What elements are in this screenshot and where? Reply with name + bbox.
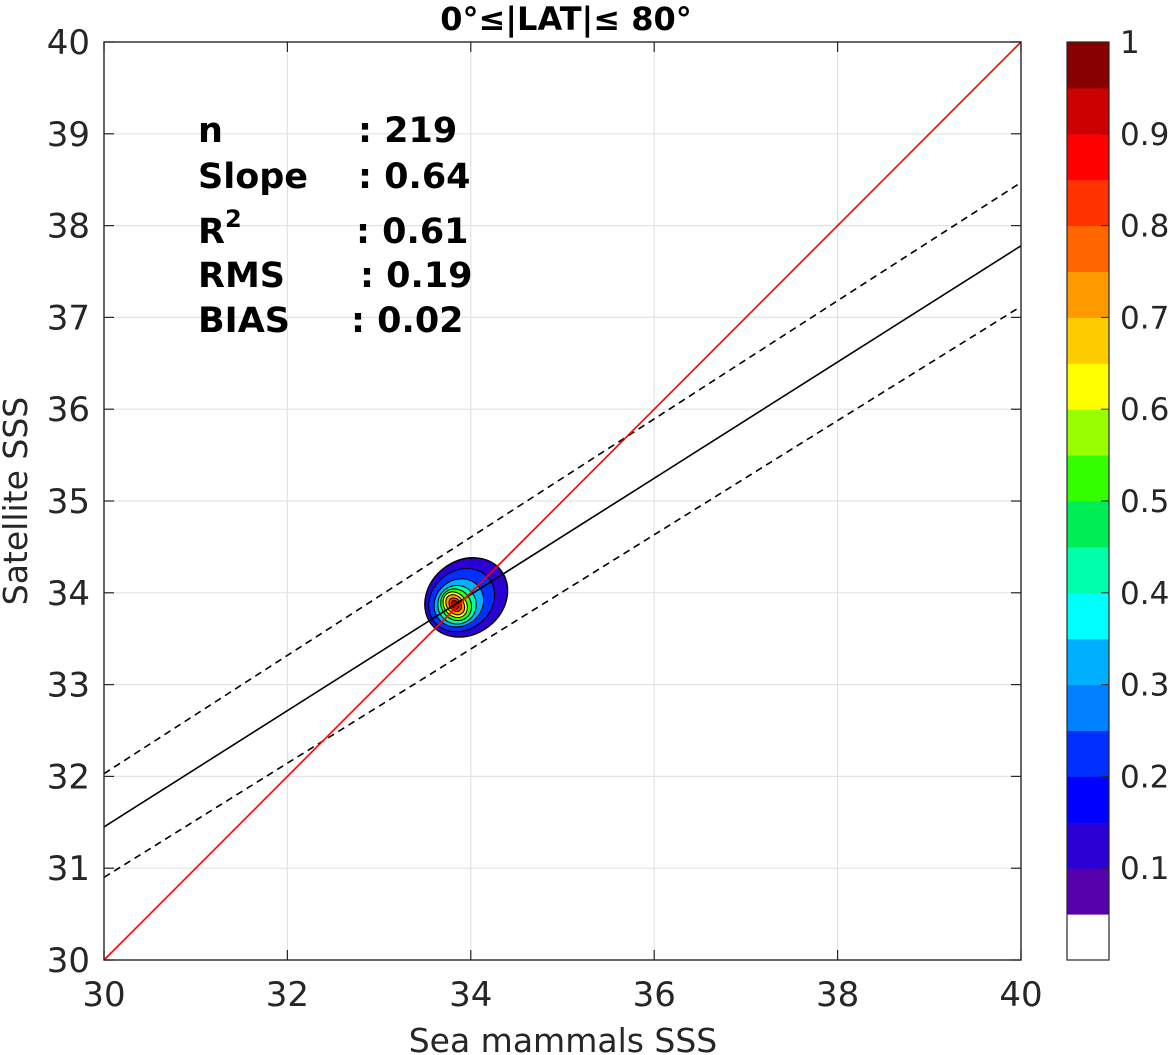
colorbar-segment (1067, 868, 1109, 915)
x-axis-ticks: 30 32 34 36 38 40 (82, 42, 1043, 1015)
colorbar-tick-label: 0.6 (1120, 392, 1169, 428)
stat-value: : 0.19 (360, 256, 473, 296)
y-tick-label: 32 (47, 757, 90, 797)
colorbar-tick-label: 0.3 (1120, 668, 1169, 704)
colorbar-tick-label: 1 (1120, 25, 1140, 61)
colorbar-segment (1067, 914, 1109, 961)
y-tick-label: 37 (47, 298, 90, 338)
stat-superscript: 2 (225, 205, 242, 233)
chart-title: 0°≤|LAT|≤ 80° (440, 0, 691, 39)
colorbar-tick-label: 0.2 (1120, 759, 1169, 795)
stat-name: n (198, 111, 223, 151)
stat-value: : 0.64 (358, 157, 471, 197)
stat-value: : 0.61 (356, 212, 469, 252)
colorbar-segment (1067, 684, 1109, 731)
colorbar-segment (1067, 225, 1109, 272)
colorbar-segment (1067, 730, 1109, 777)
y-tick-label: 38 (47, 207, 90, 247)
stat-name: Slope (198, 157, 308, 197)
colorbar-segment (1067, 546, 1109, 594)
colorbar-segment (1067, 455, 1109, 502)
colorbar-segment (1067, 317, 1109, 364)
regression-line (103, 245, 1022, 828)
identity-line (103, 41, 1022, 961)
colorbar-segment (1067, 822, 1109, 869)
y-tick-label: 36 (47, 390, 90, 430)
x-tick-label: 36 (633, 975, 676, 1015)
stat-name: R2 (198, 205, 242, 252)
x-tick-label: 30 (82, 975, 125, 1015)
colorbar-tick-label: 0.8 (1120, 209, 1169, 245)
grid (104, 42, 1021, 960)
colorbar-segment (1067, 363, 1109, 410)
colorbar-segment (1067, 87, 1109, 135)
colorbar-segment (1067, 592, 1109, 640)
x-axis-label: Sea mammals SSS (409, 1021, 718, 1055)
stats-box: n : 219 Slope : 0.64 R2 : 0.61 RMS : 0.19 BIAS : … (198, 111, 473, 341)
fit-lines (103, 41, 1022, 961)
colorbar-tick-label: 0.1 (1120, 851, 1169, 887)
colorbar-segment (1067, 638, 1109, 686)
colorbar-segment (1067, 271, 1109, 318)
colorbar-tick-label: 0.7 (1120, 300, 1169, 336)
x-tick-label: 32 (266, 975, 309, 1015)
y-tick-label: 33 (47, 666, 90, 706)
y-tick-label: 31 (47, 849, 90, 889)
stat-name: RMS (198, 256, 285, 296)
colorbar-segment (1067, 776, 1109, 823)
colorbar-segment (1067, 409, 1109, 456)
colorbar-segment (1067, 42, 1109, 89)
y-tick-label: 35 (47, 482, 90, 522)
stat-name: BIAS (198, 301, 290, 341)
colorbar-tick-label: 0.5 (1120, 484, 1169, 520)
y-tick-label: 30 (47, 941, 90, 981)
y-tick-label: 39 (47, 115, 90, 155)
colorbar-segment (1067, 133, 1109, 181)
colorbar-segment (1067, 179, 1109, 227)
colorbar-tick-label: 0.4 (1120, 576, 1169, 612)
x-tick-label: 38 (816, 975, 859, 1015)
stat-value: : 219 (358, 111, 457, 151)
x-tick-label: 40 (999, 975, 1042, 1015)
stat-value: : 0.02 (351, 301, 464, 341)
colorbar-tick-label: 0.9 (1120, 117, 1169, 153)
y-axis-label: Satellite SSS (0, 397, 35, 606)
y-tick-label: 40 (47, 23, 90, 63)
colorbar: 0.1 0.2 0.3 0.4 0.5 0.6 0.7 0.8 0.9 1 (1066, 25, 1169, 961)
upper-bound-line (103, 181, 1022, 775)
y-tick-label: 34 (47, 574, 90, 614)
colorbar-segment (1067, 501, 1109, 548)
x-tick-label: 34 (449, 975, 492, 1015)
lower-bound-line (103, 305, 1022, 879)
y-axis-ticks: 30 31 32 33 34 35 36 37 38 39 40 (47, 23, 1021, 981)
